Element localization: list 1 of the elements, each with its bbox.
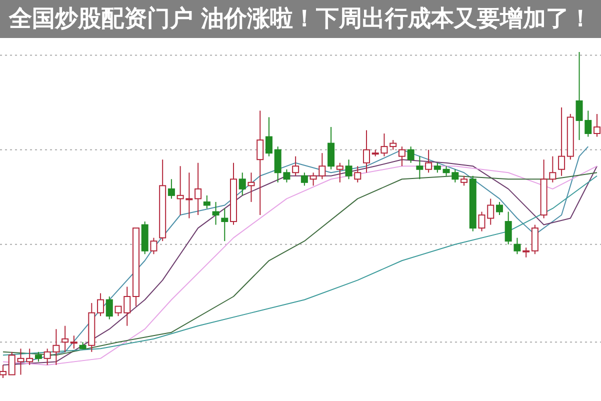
chart-title: 全国炒股配资门户 油价涨啦！下周出行成本又要增加了！ bbox=[8, 5, 593, 34]
